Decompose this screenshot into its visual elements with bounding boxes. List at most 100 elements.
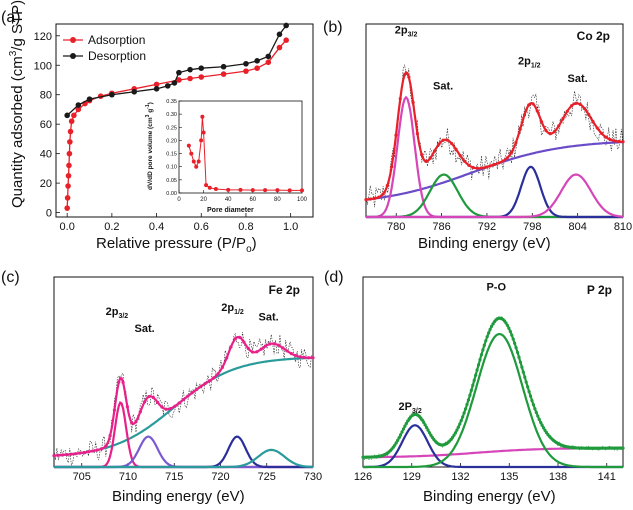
series-adsorption-point — [68, 118, 75, 125]
panel-c-fit-marker — [168, 406, 173, 411]
panel-c-fit-marker — [138, 410, 142, 414]
panel-d-fit-marker — [488, 327, 492, 332]
panel-c-fit-marker — [311, 356, 315, 360]
panel-c-fit-marker — [164, 407, 168, 411]
panel-a: (a) 0.0 0.2 0.4 0.6 0.8 1.0 0 20 40 60 80 100 120 A… — [1, 0, 314, 255]
panel-c-fit-marker — [272, 342, 276, 346]
series-desorption-point — [283, 22, 289, 29]
panel-c-fit-marker — [61, 453, 65, 457]
panel-a-ytick-label: 0 — [46, 208, 52, 220]
panel-d-xtick-label: 126 — [354, 471, 372, 483]
panel-b-fit-marker — [484, 165, 488, 169]
panel-c-fit-marker — [130, 421, 134, 425]
series-adsorption-point — [176, 77, 182, 83]
panel-d-fit-marker — [422, 420, 426, 424]
panel-d-fit-marker — [396, 438, 400, 443]
panel-c-fit-marker — [112, 408, 117, 412]
series-desorption-point — [131, 88, 138, 95]
panel-d-fit-marker — [481, 348, 485, 352]
series-desorption-point — [198, 65, 205, 71]
panel-c-fit-marker — [91, 449, 95, 453]
panel-b-fit-marker — [450, 141, 454, 146]
panel-d-fit-marker — [453, 431, 458, 435]
panel-c-fit-marker — [294, 354, 298, 358]
panel-b-xlabel: Binding energy (eV) — [418, 235, 551, 252]
inset-point — [226, 187, 231, 192]
panel-c-fit-marker — [134, 419, 138, 424]
panel-c-xtick-label: 730 — [304, 471, 322, 483]
series-desorption-point — [243, 60, 249, 67]
panel-b-annotation: Sat. — [568, 73, 588, 85]
panel-b-fit-marker — [570, 104, 574, 108]
panel-c-fit-marker — [69, 452, 73, 456]
panel-d-fit-marker — [420, 418, 424, 422]
panel-d-fit-marker — [462, 411, 466, 415]
panel-c-fit-marker — [225, 356, 229, 360]
series-adsorption-point — [64, 205, 70, 211]
panel-d-fit-marker — [466, 398, 471, 402]
panel-c-background — [53, 356, 313, 457]
inset-point — [194, 164, 199, 169]
panel-b-xtick-label: 786 — [432, 221, 450, 233]
inset-ylabel: dV/dD pore volume (cm3 g-1) — [145, 102, 154, 190]
panel-d-fit-marker — [531, 403, 536, 407]
panel-b-fit-marker — [522, 113, 527, 117]
panel-a-ytick-label: 80 — [40, 90, 52, 102]
panel-b-fit-marker — [467, 163, 471, 167]
panel-b-frame — [365, 23, 624, 218]
panel-b-fit-marker — [462, 159, 467, 163]
panel-b-fit-marker — [505, 156, 509, 160]
series-desorption-point — [109, 91, 115, 98]
panel-b-fit-marker — [514, 140, 518, 145]
inset-point — [213, 187, 218, 192]
panel-b-fit-marker — [445, 138, 449, 142]
panel-d-fit-marker — [530, 398, 534, 403]
panel-b-annotation: Sat. — [433, 81, 453, 93]
panel-b-xtick-label: 780 — [387, 221, 405, 233]
panel-b-xtick-label: 810 — [614, 221, 632, 233]
panel-b-fit-marker — [510, 150, 514, 154]
panel-d-fit-marker — [514, 346, 518, 350]
panel-a-xtick-label: 0.0 — [60, 221, 75, 233]
series-adsorption-point — [65, 183, 71, 189]
panel-b-background — [365, 141, 623, 201]
panel-c-fit-marker — [207, 379, 211, 383]
panel-a-xtick-label: 0.6 — [194, 221, 209, 233]
panel-b-fit-marker — [535, 109, 539, 113]
panel-d-xlabel: Binding energy (eV) — [423, 488, 556, 505]
panel-b-fit-marker — [582, 106, 587, 111]
panel-c-annotation: 2p1/2 — [221, 302, 244, 316]
series-adsorption-point — [283, 37, 289, 44]
panel-b-fit-marker — [557, 124, 561, 128]
panel-d-fit-marker — [534, 410, 538, 415]
panel-c-xtick-label: 710 — [119, 471, 137, 483]
panel-d-fit-marker — [393, 443, 397, 447]
panel-c-fit-marker — [56, 453, 60, 457]
panel-b-fit-marker — [527, 103, 531, 107]
panel-b-fit-marker — [480, 166, 484, 170]
panel-b-fit-marker — [364, 198, 368, 202]
panel-b-fit-marker — [574, 101, 578, 105]
panel-c-xlabel: Binding energy (eV) — [112, 488, 245, 505]
panel-c-peak-2p32 — [54, 400, 313, 469]
panel-d-fit-marker — [533, 407, 537, 411]
panel-b-fit-marker — [471, 165, 475, 170]
legend-adsorption-marker — [70, 37, 76, 43]
panel-d-fit-marker — [539, 420, 543, 425]
panel-b-fit-marker — [531, 102, 535, 106]
panel-b-label: (b) — [323, 19, 343, 36]
panel-b-xtick-label: 792 — [478, 221, 496, 233]
panel-d-fit-marker — [510, 333, 514, 337]
panel-c-fit-marker — [199, 384, 203, 389]
panel-d-fit-marker — [521, 370, 525, 374]
panel-d-fit-marker — [505, 323, 510, 327]
panel-d-fit-marker — [526, 385, 530, 389]
panel-d: (d) P 2p 126 129 132 135 138 141 2P3/2 P-O Bin… — [324, 269, 625, 505]
panel-b-fit-marker — [608, 137, 612, 142]
panel-c-fit-marker — [238, 335, 242, 339]
panel-b-raw-data — [365, 64, 624, 208]
inset-point — [189, 151, 194, 156]
panel-b: (b) Co 2p 780 786 792 798 804 810 2p3/2 Sat. 2p… — [323, 19, 632, 252]
inset-xtick-label: 40 — [225, 197, 232, 203]
panel-a-inset: 0 20 40 60 80 100 0.00 0.05 0.10 0.15 0.20 0.25 0.3… — [145, 99, 308, 214]
